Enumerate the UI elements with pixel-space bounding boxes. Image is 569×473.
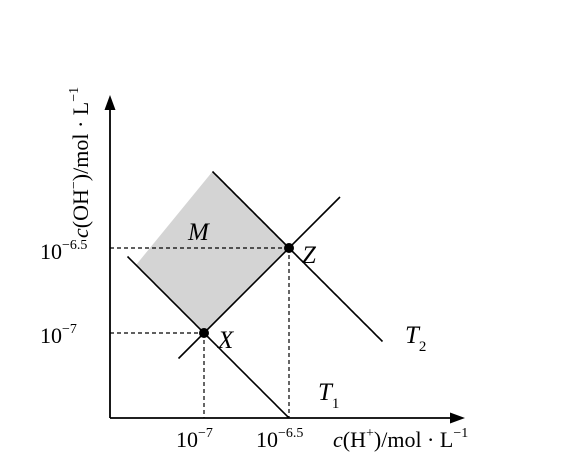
curve-t1 [126,255,290,419]
x-tick-label: 10−7 [176,426,213,452]
curve-t2-label: T2 [405,322,426,355]
x-axis-arrowhead [450,412,465,424]
y-axis-arrowhead [104,95,116,110]
curve-t1-label: T1 [318,379,339,412]
x-axis-label: c(H+)/mol · L−1 [333,426,468,452]
point-x-marker [199,328,209,338]
point-x-label: X [217,327,235,354]
point-z-marker [284,243,294,253]
point-z-label: Z [302,242,317,269]
region-m-label: M [187,219,210,246]
region-m-shading [136,171,289,333]
y-axis-label: c(OH−)/mol · L−1 [67,87,93,238]
y-tick-label: 10−6.5 [40,238,87,264]
curve-t2 [211,170,384,343]
x-tick-label: 10−6.5 [256,426,303,452]
y-tick-label: 10−7 [40,322,77,348]
